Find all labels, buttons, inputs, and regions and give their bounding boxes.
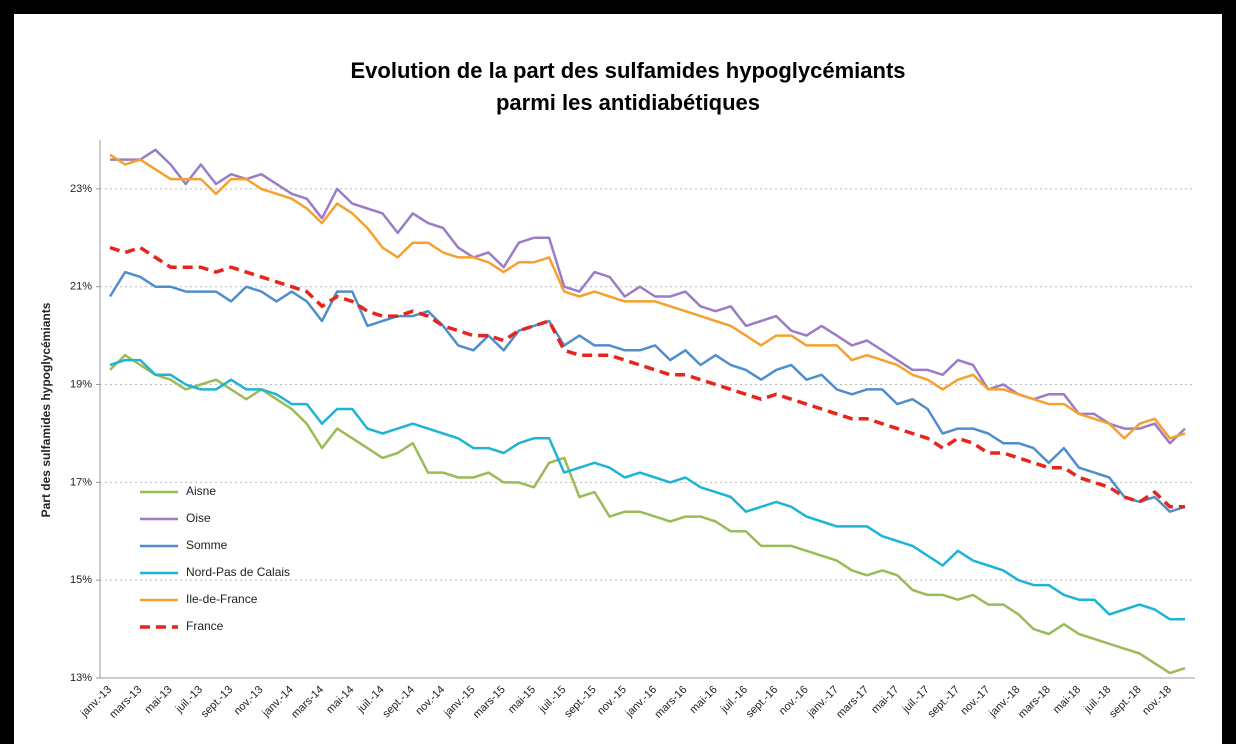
- legend-label: Somme: [186, 538, 228, 552]
- y-tick-label: 23%: [70, 183, 92, 195]
- chart-title: parmi les antidiabétiques: [496, 90, 760, 115]
- series-line: [109, 358, 1185, 621]
- y-tick-label: 19%: [70, 378, 92, 390]
- y-axis-label: Part des sulfamides hypoglycémiants: [39, 302, 53, 517]
- legend-label: France: [186, 619, 224, 633]
- series-line: [108, 270, 1186, 513]
- legend-label: Aisne: [186, 484, 216, 498]
- legend-label: Ile-de-France: [186, 592, 258, 606]
- y-tick-label: 17%: [70, 476, 92, 488]
- series-line: [109, 153, 1186, 440]
- y-tick-label: 15%: [70, 574, 92, 586]
- chart-title: Evolution de la part des sulfamides hypo…: [350, 58, 905, 83]
- legend-label: Nord-Pas de Calais: [186, 565, 290, 579]
- series-line: [110, 148, 1186, 445]
- chart-background: [14, 14, 1222, 744]
- y-tick-label: 21%: [70, 281, 92, 293]
- y-tick-label: 13%: [70, 672, 92, 684]
- legend-label: Oise: [186, 511, 211, 525]
- series-line: [109, 353, 1186, 675]
- series-line: [109, 245, 1185, 509]
